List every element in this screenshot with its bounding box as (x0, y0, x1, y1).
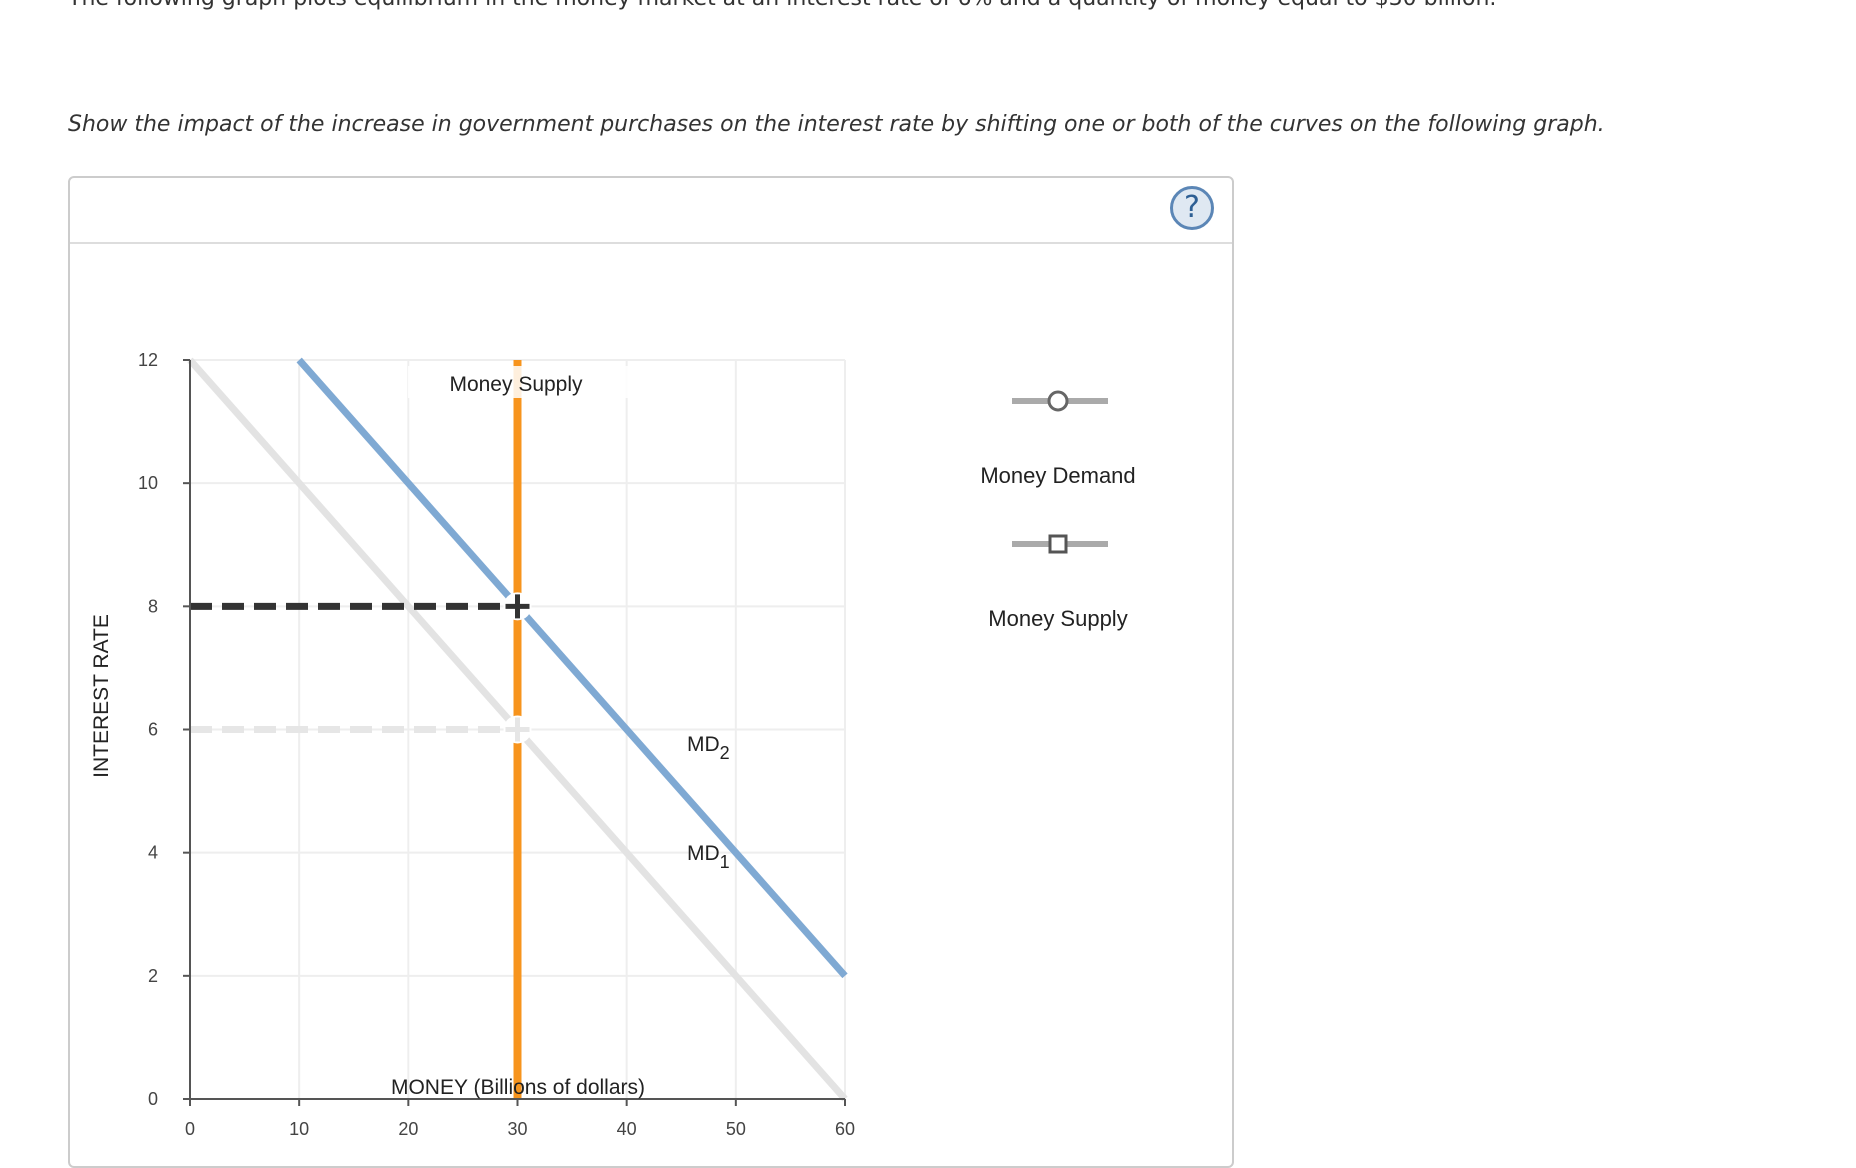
legend-money-supply-label: Money Supply (988, 606, 1127, 631)
instruction-text: Show the impact of the increase in gover… (68, 112, 1605, 137)
md2-label: MD2 (687, 733, 730, 763)
legend-money-supply-tool[interactable] (1012, 534, 1108, 554)
x-tick-label: 60 (835, 1119, 855, 1139)
legend-money-demand-tool[interactable] (1012, 390, 1108, 412)
money-supply-curve-label: Money Supply (449, 373, 583, 396)
equilibrium-plus-marker (505, 594, 530, 619)
x-tick-label: 50 (726, 1119, 746, 1139)
money-supply-label: Money Supply (408, 366, 628, 398)
legend-money-demand-label: Money Demand (980, 463, 1135, 488)
x-tick-label: 0 (185, 1119, 195, 1139)
circle-marker-icon (1047, 390, 1069, 412)
intro-text: The following graph plots equilibrium in… (68, 0, 1496, 11)
y-tick-label: 6 (148, 720, 158, 740)
x-tick-label: 20 (398, 1119, 418, 1139)
x-tick-label: 10 (289, 1119, 309, 1139)
y-tick-label: 0 (148, 1089, 158, 1109)
y-tick-label: 4 (148, 843, 158, 863)
svg-text:MD2: MD2 (687, 733, 730, 763)
y-tick-label: 8 (148, 596, 158, 616)
md1-label-main: MD (687, 842, 720, 865)
md2-curve (296, 357, 848, 979)
y-axis-label: INTEREST RATE (90, 614, 113, 778)
graph-panel-header: ? (70, 178, 1232, 244)
x-tick-label: 30 (507, 1119, 527, 1139)
y-tick-label: 2 (148, 966, 158, 986)
y-tick-label: 12 (138, 350, 158, 370)
md1-label-sub: 1 (720, 852, 730, 872)
md2-label-sub: 2 (720, 743, 730, 763)
md2-label-main: MD (687, 733, 720, 756)
x-axis-label: MONEY (Billions of dollars) (391, 1076, 645, 1099)
equilibrium-plus-marker (505, 717, 530, 742)
y-tick-label: 10 (138, 473, 158, 493)
x-tick-label: 40 (617, 1119, 637, 1139)
help-button[interactable]: ? (1170, 186, 1214, 230)
svg-text:MD1: MD1 (687, 842, 730, 872)
square-marker-icon (1048, 534, 1068, 554)
md1-label: MD1 (687, 842, 730, 872)
legend: Money Demand Money Supply (980, 390, 1136, 631)
